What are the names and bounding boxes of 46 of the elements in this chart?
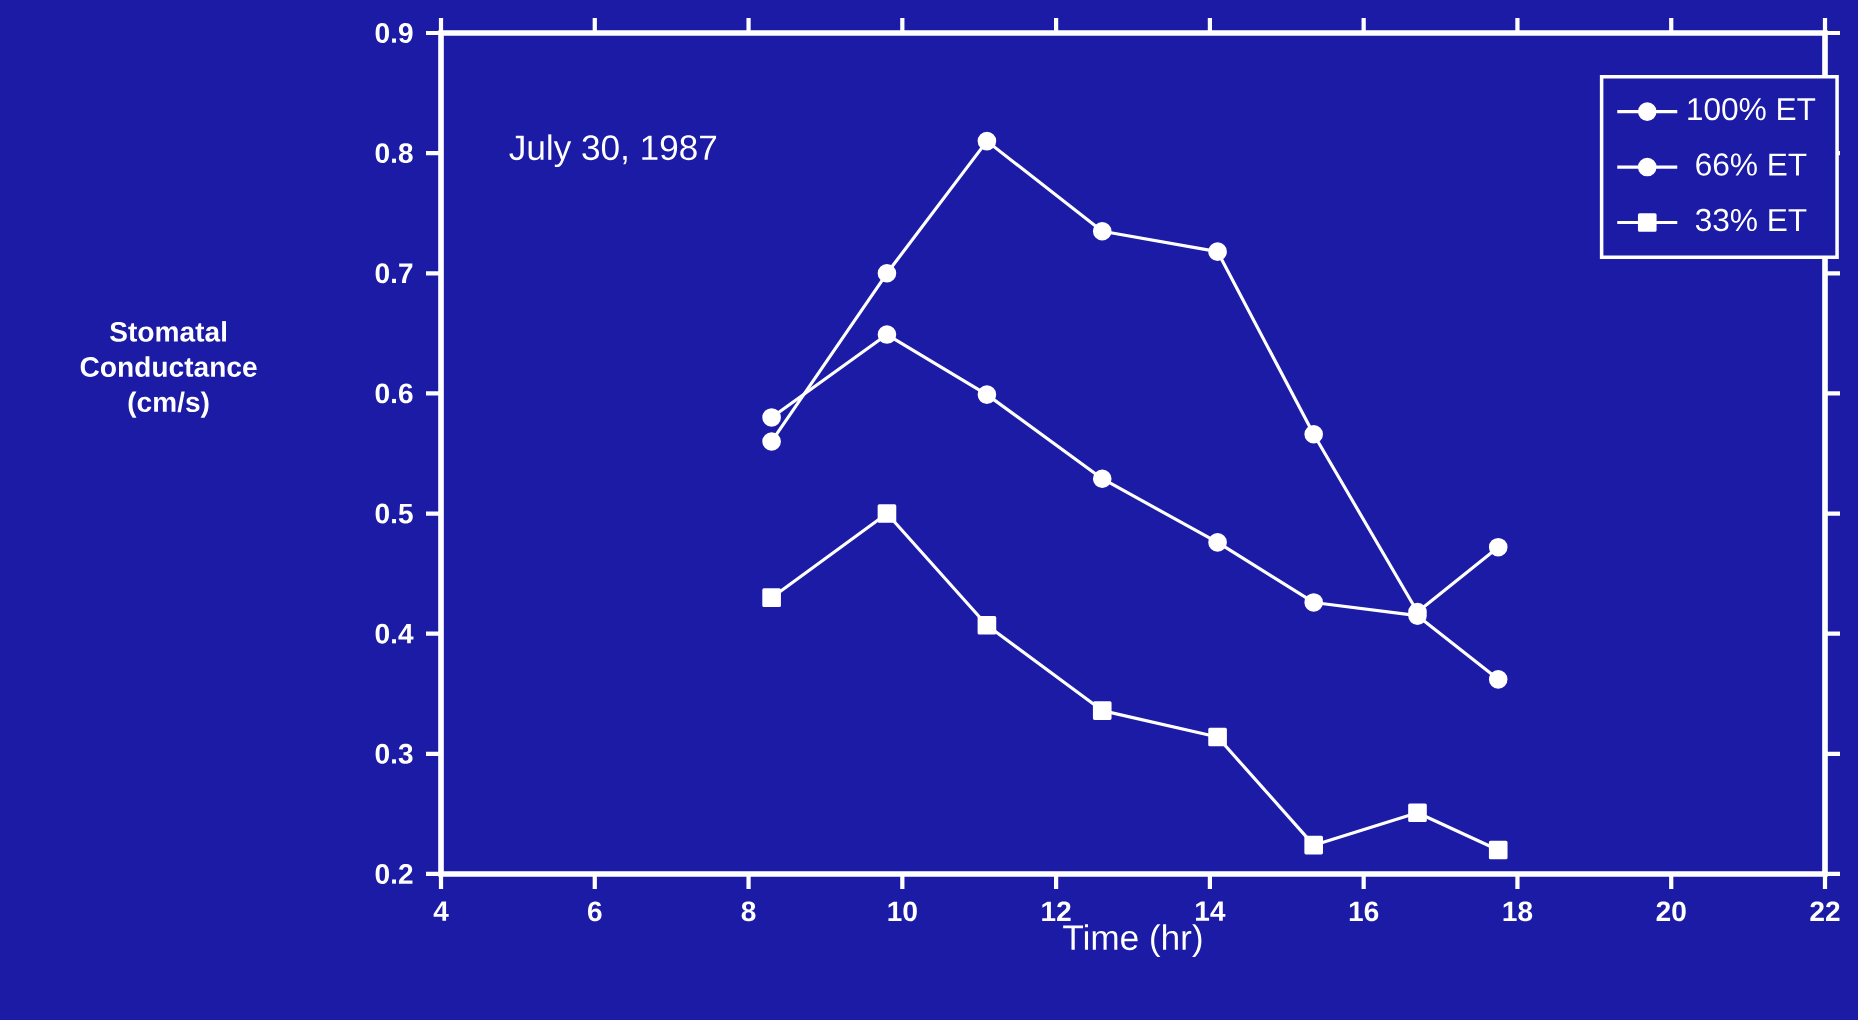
point bbox=[1092, 469, 1112, 489]
x-tick-label: 14 bbox=[1196, 901, 1226, 921]
point bbox=[1304, 424, 1323, 444]
point bbox=[1488, 670, 1508, 689]
legend-label: 100% ET bbox=[1688, 97, 1816, 121]
point bbox=[1092, 221, 1112, 241]
point bbox=[1208, 242, 1227, 261]
point bbox=[877, 325, 897, 344]
legend-label: 33% ET bbox=[1695, 208, 1807, 232]
legend-label: 66% ET bbox=[1696, 153, 1807, 176]
point bbox=[977, 131, 997, 151]
annotation: July 30, 1987 bbox=[509, 134, 717, 168]
x-tick-label: 6 bbox=[588, 901, 602, 922]
x-tick-label: 10 bbox=[888, 901, 917, 922]
y-tick-label: 0.8 bbox=[375, 143, 413, 164]
y-tick-label: 0.7 bbox=[375, 263, 413, 284]
point bbox=[877, 263, 897, 283]
point bbox=[762, 432, 781, 451]
y-tick-label: 0.3 bbox=[375, 743, 413, 764]
point bbox=[1208, 727, 1227, 747]
y-tick-label: 0.6 bbox=[375, 383, 413, 404]
y-tick-label: 0.2 bbox=[375, 864, 413, 884]
x-tick-label: 8 bbox=[741, 901, 756, 922]
y-tick-label: 0.5 bbox=[375, 503, 413, 524]
x-tick-label: 18 bbox=[1503, 901, 1533, 922]
point bbox=[1488, 537, 1508, 557]
y-axis-title: Stomatal Conductance (cm/s) bbox=[80, 321, 257, 418]
x-tick-label: 16 bbox=[1349, 901, 1379, 922]
x-tick-label: 12 bbox=[1042, 901, 1071, 922]
point bbox=[1488, 840, 1508, 860]
x-axis-title: Time (hr) bbox=[1063, 924, 1202, 958]
point bbox=[877, 504, 897, 523]
x-tick-label: 20 bbox=[1656, 901, 1686, 922]
x-tick-label: 4 bbox=[433, 901, 449, 921]
point bbox=[977, 615, 997, 635]
point bbox=[1092, 701, 1112, 720]
point bbox=[977, 385, 997, 404]
point bbox=[1304, 593, 1323, 612]
y-tick-label: 0.4 bbox=[375, 623, 414, 644]
y-tick-label: 0.9 bbox=[375, 23, 413, 43]
point bbox=[762, 408, 781, 427]
point bbox=[1408, 803, 1427, 823]
point bbox=[1304, 835, 1323, 855]
point bbox=[1208, 533, 1227, 552]
x-tick-label: 22 bbox=[1810, 901, 1840, 922]
point bbox=[762, 588, 781, 607]
